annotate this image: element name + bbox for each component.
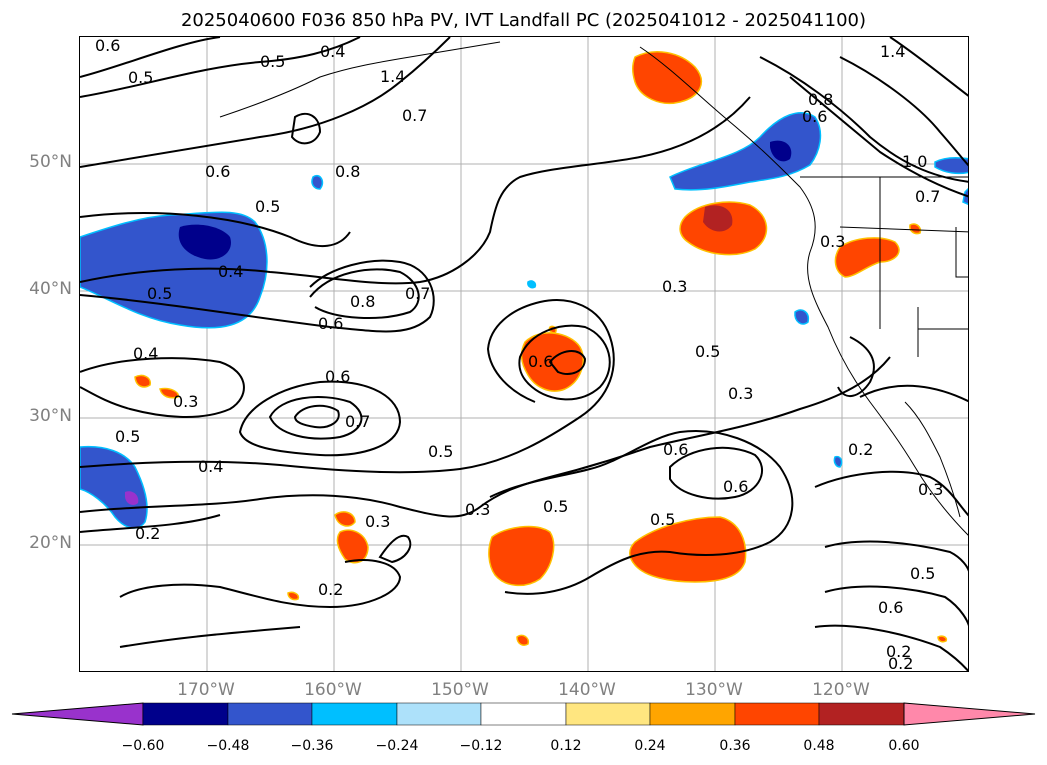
contour-label: 0.6 — [318, 314, 343, 333]
contour-label: 0.3 — [662, 277, 687, 296]
contour-label: 0.7 — [405, 284, 430, 303]
contour-label: 0.5 — [147, 284, 172, 303]
contour-label: 0.5 — [128, 68, 153, 87]
lat-label-40n: 40°N — [29, 279, 72, 299]
colorbar-tick: −0.12 — [459, 738, 503, 754]
contour-label: 0.3 — [173, 392, 198, 411]
contour-label: 0.6 — [878, 598, 903, 617]
contour-label: 1.4 — [380, 67, 405, 86]
contour-label: 0.2 — [886, 642, 911, 661]
contour-label: 0.5 — [543, 497, 568, 516]
contour-label: 1.0 — [902, 152, 927, 171]
contour-label: 0.2 — [318, 580, 343, 599]
contour-label: 0.5 — [260, 52, 285, 71]
contour-label: 1.4 — [880, 42, 905, 61]
lon-label-140w: 140°W — [558, 680, 616, 700]
colorbar-segment — [734, 702, 820, 726]
lat-label-20n: 20°N — [29, 533, 72, 553]
contour-label: 0.3 — [728, 384, 753, 403]
contour-label: 0.8 — [335, 162, 360, 181]
contour-label: 0.6 — [325, 367, 350, 386]
contour-label: 0.3 — [918, 480, 943, 499]
colorbar-segment — [142, 702, 229, 726]
map-plot-area: 0.6 0.5 0.5 0.4 1.4 0.7 0.8 0.6 0.5 0.4 … — [79, 36, 969, 672]
contour-label: 0.6 — [663, 440, 688, 459]
colorbar-tick: −0.60 — [121, 738, 165, 754]
colorbar-tick: −0.36 — [290, 738, 334, 754]
contour-label: 0.5 — [255, 197, 280, 216]
colorbar-segment — [227, 702, 313, 726]
colorbar-segment — [818, 702, 905, 726]
contour-label: 0.6 — [528, 352, 553, 371]
contour-label: 0.4 — [218, 262, 243, 281]
colorbar-segment — [565, 702, 651, 726]
lat-label-50n: 50°N — [29, 152, 72, 172]
lon-label-160w: 160°W — [304, 680, 362, 700]
contour-label: 0.5 — [695, 342, 720, 361]
lat-label-30n: 30°N — [29, 406, 72, 426]
contour-label: 0.6 — [95, 37, 120, 55]
contour-label: 0.3 — [365, 512, 390, 531]
contour-label: 0.7 — [345, 412, 370, 431]
positive-shading — [134, 51, 948, 646]
colorbar-segment — [396, 702, 482, 726]
contour-label: 0.2 — [888, 654, 913, 672]
lon-label-150w: 150°W — [431, 680, 489, 700]
colorbar-tick: −0.48 — [206, 738, 250, 754]
contour-label: 0.4 — [133, 344, 158, 363]
colorbar-tick: −0.24 — [375, 738, 419, 754]
lon-label-170w: 170°W — [177, 680, 235, 700]
contour-label: 0.6 — [802, 107, 827, 126]
contour-label-group: 0.6 0.5 0.5 0.4 1.4 0.7 0.8 0.6 0.5 0.4 … — [95, 37, 943, 672]
colorbar-tick: 0.24 — [634, 738, 666, 754]
colorbar-extend-min — [11, 702, 144, 726]
contour-label: 0.2 — [135, 524, 160, 543]
map-canvas: 0.6 0.5 0.5 0.4 1.4 0.7 0.8 0.6 0.5 0.4 … — [80, 37, 968, 672]
contour-label: 0.8 — [350, 292, 375, 311]
contour-label: 0.5 — [650, 510, 675, 529]
map-title: 2025040600 F036 850 hPa PV, IVT Landfall… — [180, 10, 867, 31]
colorbar-segment — [311, 702, 398, 726]
contour-label: 0.7 — [402, 106, 427, 125]
contour-label: 0.6 — [723, 477, 748, 496]
contour-label: 0.3 — [820, 232, 845, 251]
colorbar-tick: 0.48 — [803, 738, 835, 754]
contour-label: 0.3 — [465, 500, 490, 519]
colorbar — [11, 702, 1036, 726]
lon-label-130w: 130°W — [685, 680, 743, 700]
contour-label: 0.6 — [205, 162, 230, 181]
colorbar-extend-max — [903, 702, 1036, 726]
contour-label: 0.5 — [115, 427, 140, 446]
contour-label: 0.8 — [808, 90, 833, 109]
contour-label: 0.4 — [320, 42, 345, 61]
contour-label: 0.2 — [848, 440, 873, 459]
contour-label: 0.5 — [910, 564, 935, 583]
colorbar-tick: 0.12 — [550, 738, 582, 754]
contour-label: 0.5 — [428, 442, 453, 461]
colorbar-segment — [649, 702, 736, 726]
pv-contours — [80, 37, 968, 671]
contour-label: 0.7 — [915, 187, 940, 206]
colorbar-segment — [480, 702, 567, 726]
lon-label-120w: 120°W — [812, 680, 870, 700]
coastlines — [219, 41, 968, 536]
colorbar-tick: 0.60 — [888, 738, 920, 754]
colorbar-tick: 0.36 — [719, 738, 751, 754]
contour-label: 0.4 — [198, 457, 223, 476]
